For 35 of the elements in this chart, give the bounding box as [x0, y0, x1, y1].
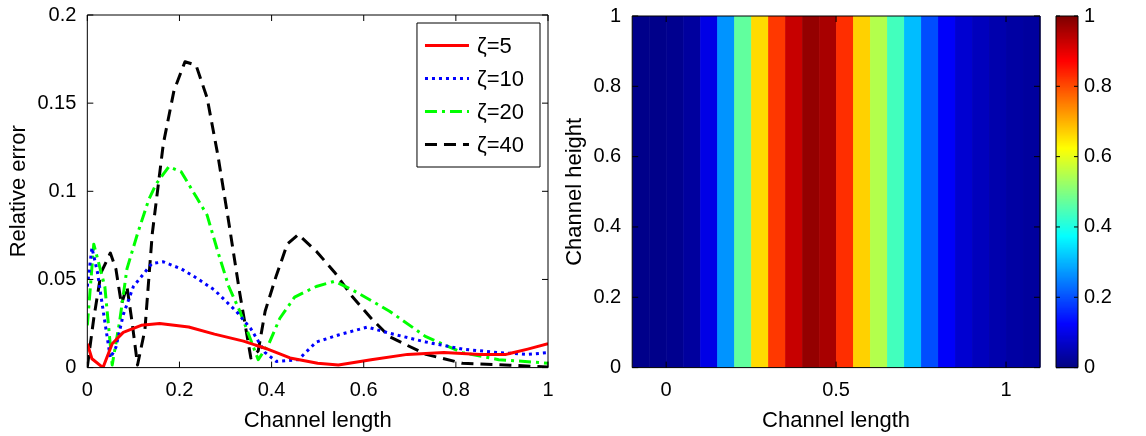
x-tick-label: 0.4 [257, 378, 286, 401]
x-axis-title: Channel length [243, 406, 392, 432]
y-tick-label: 0.4 [593, 214, 622, 237]
x-tick-label: 0.5 [822, 378, 851, 401]
legend-label: ζ=10 [476, 65, 525, 91]
x-tick-label: 0.8 [441, 378, 470, 401]
y-tick-label: 0.2 [48, 2, 77, 25]
line-series [87, 246, 548, 363]
x-tick-label: 0 [81, 378, 93, 401]
y-tick-label: 0.1 [48, 178, 77, 201]
y-tick-label: 0.6 [593, 144, 622, 167]
y-axis-title: Channel height [561, 117, 587, 266]
x-axis-title: Channel length [762, 406, 911, 432]
color-bar-label: 0.6 [1084, 144, 1112, 167]
y-tick-label: 1 [610, 3, 622, 26]
x-tick-label: 0.6 [349, 378, 378, 401]
y-tick-label: 0.8 [593, 73, 622, 96]
legend-label: ζ=20 [476, 98, 525, 124]
color-bar-label: 1 [1084, 3, 1096, 26]
color-bar-label: 0 [1084, 355, 1096, 378]
y-tick-label: 0 [610, 355, 622, 378]
x-tick-label: 1 [542, 378, 554, 401]
y-tick-label: 0.2 [593, 284, 622, 307]
color-bar-label: 0.4 [1084, 214, 1112, 237]
y-axis-title: Relative error [5, 125, 31, 258]
y-tick-label: 0.15 [37, 90, 77, 113]
x-tick-label: 0 [660, 378, 672, 401]
y-tick-label: 0 [65, 355, 77, 378]
color-bar-label: 0.2 [1084, 284, 1112, 307]
color-bar-label: 0.8 [1084, 73, 1112, 96]
x-tick-label: 0.2 [165, 378, 194, 401]
y-tick-label: 0.05 [37, 266, 77, 289]
x-tick-label: 1 [1000, 378, 1012, 401]
legend-label: ζ=5 [476, 32, 512, 58]
legend-label: ζ=40 [476, 131, 525, 157]
